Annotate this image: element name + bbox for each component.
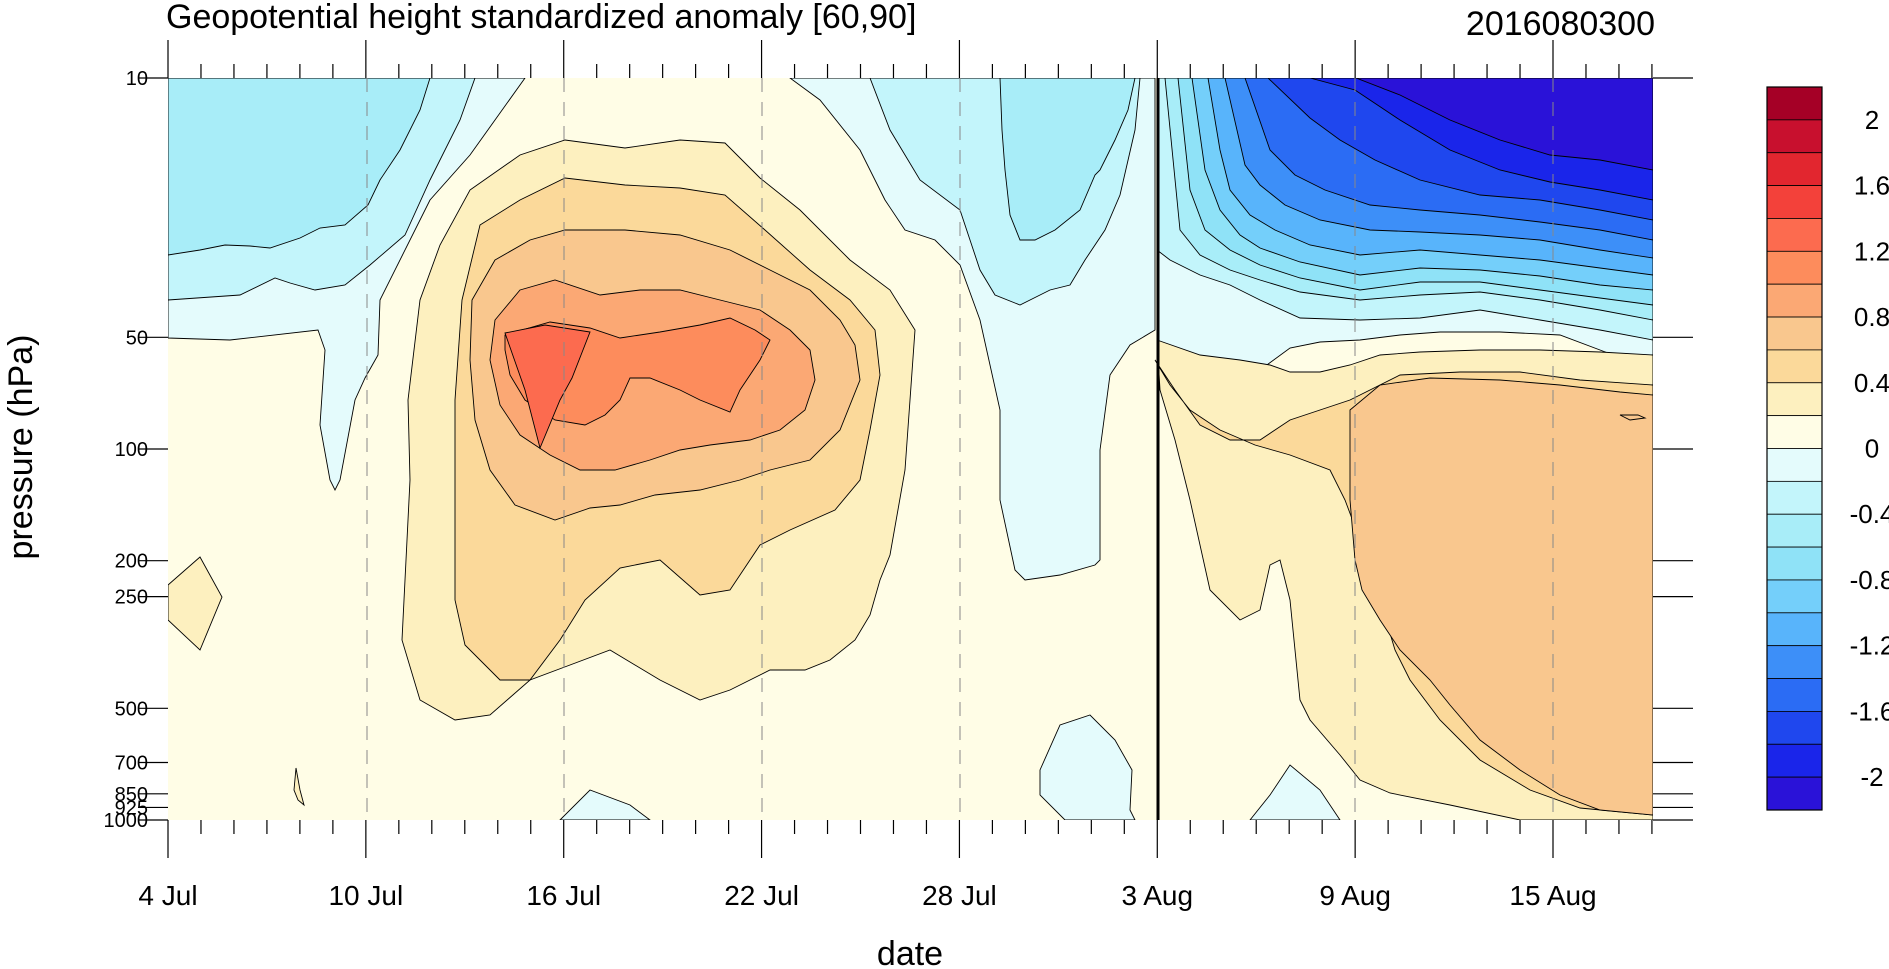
colorbar-segment xyxy=(1766,119,1823,154)
contour-pos-0-8-aug-hint xyxy=(1619,414,1647,421)
colorbar-label: -0.8 xyxy=(1850,565,1889,595)
colorbar-label: -1.6 xyxy=(1850,696,1889,726)
colorbar-segment xyxy=(1766,776,1823,811)
colorbar-label: 0 xyxy=(1865,434,1879,464)
colorbar-segment xyxy=(1766,579,1823,614)
colorbar-segment xyxy=(1766,185,1823,219)
y-tick-label: 850 xyxy=(115,784,148,806)
x-tick-label: 3 Aug xyxy=(1121,880,1193,911)
chart-title: Geopotential height standardized anomaly… xyxy=(166,0,916,36)
colorbar-segment xyxy=(1766,283,1823,318)
x-tick-label: 28 Jul xyxy=(922,880,997,911)
colorbar xyxy=(1766,86,1823,811)
contour-pos-left-blob xyxy=(168,556,223,651)
colorbar-segment xyxy=(1766,612,1823,647)
colorbar-segment xyxy=(1766,645,1823,679)
x-tick-label: 22 Jul xyxy=(724,880,799,911)
colorbar-labels: 2 1.6 1.2 0.8 0.4 0 -0.4 -0.8 -1.2 -1.6 -2 xyxy=(1850,105,1889,792)
x-tick-label: 9 Aug xyxy=(1319,880,1391,911)
contour-pos-0-6-aug xyxy=(1349,377,1653,816)
colorbar-label: -2 xyxy=(1860,762,1883,792)
colorbar-label: 2 xyxy=(1865,105,1879,135)
colorbar-label: -0.4 xyxy=(1850,499,1889,529)
y-tick-label: 10 xyxy=(126,68,148,90)
contour-neg-0-6-late xyxy=(999,78,1136,241)
colorbar-segment xyxy=(1766,218,1823,252)
x-tick-label: 15 Aug xyxy=(1509,880,1596,911)
y-tick-label: 925 xyxy=(115,797,148,819)
colorbar-segment xyxy=(1766,86,1823,121)
colorbar-label: -1.2 xyxy=(1850,631,1889,661)
colorbar-segment xyxy=(1766,415,1823,449)
y-tick-label: 500 xyxy=(115,698,148,720)
x-tick-label: 16 Jul xyxy=(526,880,601,911)
colorbar-segment xyxy=(1766,316,1823,351)
colorbar-label: 1.2 xyxy=(1854,236,1889,266)
contour-pos-left-sliver xyxy=(293,767,305,807)
colorbar-label: 0.4 xyxy=(1854,368,1889,398)
colorbar-frame xyxy=(1766,86,1823,811)
colorbar-segment xyxy=(1766,546,1823,581)
colorbar-segment xyxy=(1766,743,1823,778)
colorbar-segment xyxy=(1766,678,1823,712)
y-tick-label: 700 xyxy=(115,753,148,775)
colorbar-segment xyxy=(1766,711,1823,745)
date-gridlines xyxy=(366,78,1554,820)
contour-neg-lower-mid xyxy=(559,789,651,820)
x-tick-label: 4 Jul xyxy=(138,880,197,911)
colorbar-segment xyxy=(1766,382,1823,417)
x-tick-label: 10 Jul xyxy=(328,880,403,911)
y-axis-label: pressure (hPa) xyxy=(2,335,40,560)
contour-neg-2-2-aug xyxy=(1355,78,1653,171)
contour-neg-0-6-left xyxy=(168,78,431,256)
x-axis-label: date xyxy=(877,935,943,969)
colorbar-segment xyxy=(1766,349,1823,384)
colorbar-segment xyxy=(1766,152,1823,186)
colorbar-segment xyxy=(1766,250,1823,285)
x-tick-labels: 4 Jul 10 Jul 16 Jul 22 Jul 28 Jul 3 Aug 9 Aug 1… xyxy=(138,880,1596,911)
y-tick-label: 200 xyxy=(115,551,148,573)
contour-neg-lower-late xyxy=(1039,714,1136,820)
contour-fill-group xyxy=(168,78,1653,820)
y-tick-lines xyxy=(138,77,1693,821)
x-tick-lines xyxy=(167,40,1653,858)
contour-neg-lower-aug xyxy=(1249,764,1341,820)
colorbar-label: 1.6 xyxy=(1854,171,1889,201)
y-tick-label: 50 xyxy=(126,327,148,349)
colorbar-segment xyxy=(1766,513,1823,548)
chart-date-label: 2016080300 xyxy=(1466,5,1655,43)
colorbar-segment xyxy=(1766,480,1823,515)
contour-pos-1-2-core xyxy=(504,324,591,450)
colorbar-segment xyxy=(1766,448,1823,482)
colorbar-label: 0.8 xyxy=(1854,302,1889,332)
y-tick-label: 1000 xyxy=(104,810,149,832)
y-tick-label: 250 xyxy=(115,587,148,609)
y-tick-label: 100 xyxy=(115,439,148,461)
